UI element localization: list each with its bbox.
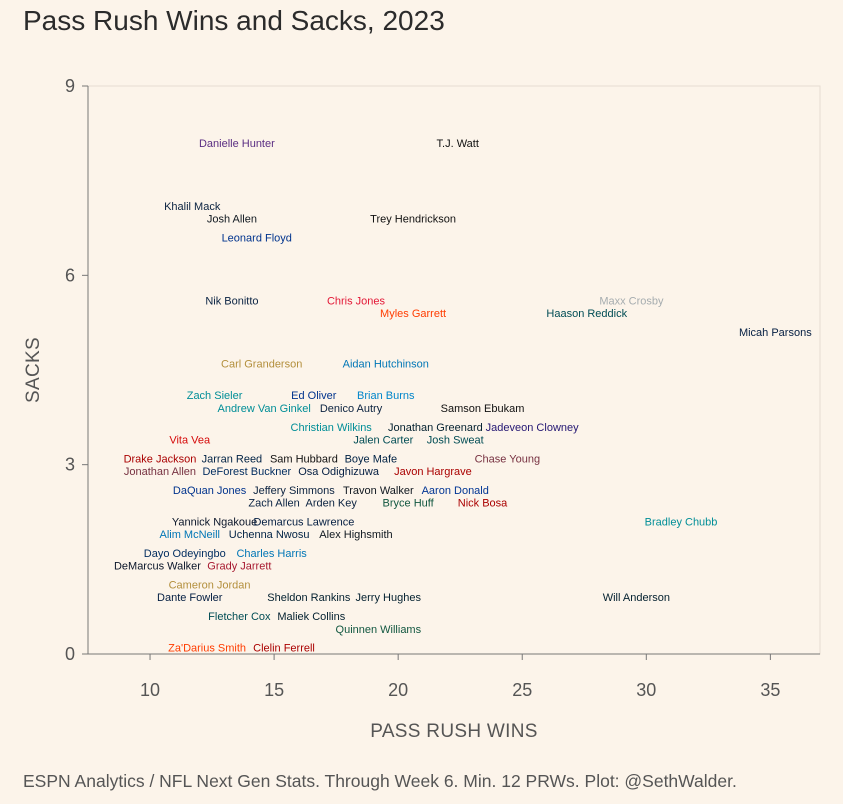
y-tick-label: 6 [65,265,75,285]
data-point-label: Boye Mafe [345,453,398,465]
data-point-label: Haason Reddick [546,308,627,320]
data-point-label: Vita Vea [169,434,211,446]
y-tick-label: 0 [65,644,75,664]
data-point-label: Jonathan Allen [124,466,196,478]
data-point-label: Samson Ebukam [441,403,525,415]
data-point-label: Dayo Odeyingbo [144,548,226,560]
data-point-label: Maxx Crosby [599,296,664,308]
x-tick-label: 15 [264,680,284,700]
data-point-label: Sheldon Rankins [267,592,351,604]
data-point-label: Grady Jarrett [207,561,271,573]
data-point-label: Nik Bonitto [205,296,258,308]
data-point-label: Alim McNeill [159,529,220,541]
data-point-label: Will Anderson [603,592,670,604]
data-point-label: Dante Fowler [157,592,223,604]
data-point-label: Jeffery Simmons [253,485,335,497]
data-point-label: Nick Bosa [458,498,508,510]
data-point-label: Bryce Huff [383,498,435,510]
y-axis-ticks: 0 3 6 9 [65,76,88,664]
data-point-label: Za'Darius Smith [168,643,246,655]
data-point-label: Uchenna Nwosu [229,529,310,541]
data-point-label: Demarcus Lawrence [253,516,354,528]
x-tick-label: 35 [760,680,780,700]
data-point-label: Myles Garrett [380,308,446,320]
data-point-label: Maliek Collins [277,611,345,623]
data-point-label: Jalen Carter [353,434,413,446]
data-point-label: Drake Jackson [124,453,197,465]
data-point-label: Jarran Reed [202,453,263,465]
data-point-label: Aidan Hutchinson [343,359,429,371]
data-point-label: Clelin Ferrell [253,643,315,655]
x-axis-label: PASS RUSH WINS [370,721,537,742]
data-point-label: Leonard Floyd [222,232,292,244]
y-tick-label: 9 [65,76,75,96]
data-point-label: Quinnen Williams [336,624,422,636]
data-point-label: Denico Autry [320,403,383,415]
data-point-label: Josh Allen [207,214,257,226]
x-axis-ticks: 10 15 20 25 30 35 [140,654,780,700]
data-point-label: Sam Hubbard [270,453,338,465]
data-point-label: Carl Granderson [221,359,302,371]
data-point-label: T.J. Watt [437,138,479,150]
data-point-label: DeMarcus Walker [114,561,201,573]
data-point-label: Osa Odighizuwa [298,466,380,478]
data-point-label: Chris Jones [327,296,386,308]
data-point-label: Ed Oliver [291,390,337,402]
data-point-label: Alex Highsmith [319,529,392,541]
data-point-label: Trey Hendrickson [370,214,456,226]
data-point-label: Cameron Jordan [169,580,251,592]
x-tick-label: 10 [140,680,160,700]
data-point-label: Jadeveon Clowney [486,422,579,434]
data-point-label: DaQuan Jones [173,485,247,497]
data-point-label: Chase Young [475,453,540,465]
data-point-label: Javon Hargrave [394,466,472,478]
data-point-label: DeForest Buckner [202,466,291,478]
x-tick-label: 20 [388,680,408,700]
data-point-label: Josh Sweat [427,434,484,446]
data-point-label: Andrew Van Ginkel [217,403,310,415]
chart-title: Pass Rush Wins and Sacks, 2023 [23,5,445,36]
data-point-label: Micah Parsons [739,327,812,339]
data-point-label: Khalil Mack [164,201,221,213]
data-point-label: Arden Key [305,498,357,510]
y-axis-label: SACKS [23,337,44,403]
chart-caption: ESPN Analytics / NFL Next Gen Stats. Thr… [23,771,737,791]
data-point-label: Brian Burns [357,390,415,402]
x-tick-label: 25 [512,680,532,700]
data-point-label: Jerry Hughes [356,592,422,604]
data-point-label: Travon Walker [343,485,414,497]
data-point-label: Zach Allen [248,498,299,510]
data-point-label: Zach Sieler [187,390,243,402]
data-point-label: Charles Harris [236,548,307,560]
y-tick-label: 3 [65,455,75,475]
data-point-label: Bradley Chubb [645,516,718,528]
x-tick-label: 30 [636,680,656,700]
data-point-label: Aaron Donald [422,485,489,497]
data-point-label: Danielle Hunter [199,138,275,150]
data-point-label: Fletcher Cox [208,611,271,623]
data-point-label: Yannick Ngakoue [172,516,257,528]
data-point-label: Jonathan Greenard [388,422,483,434]
data-point-label: Christian Wilkins [291,422,373,434]
